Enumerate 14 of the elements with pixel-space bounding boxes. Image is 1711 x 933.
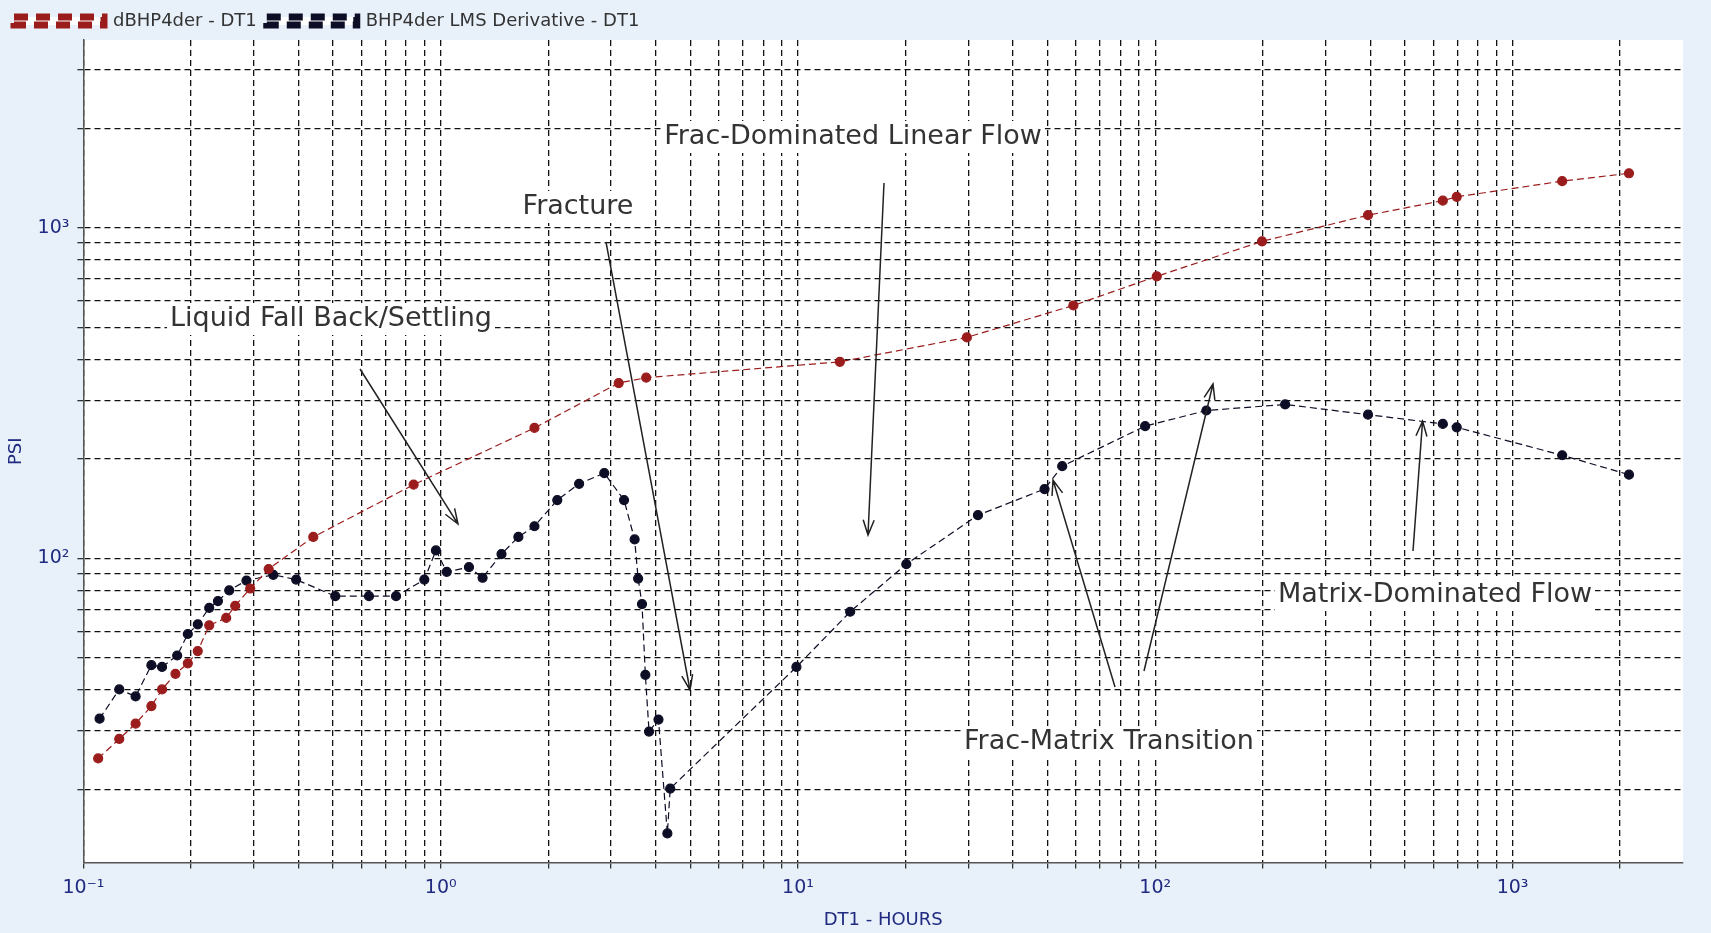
x-tick-label: 10¹ bbox=[782, 874, 814, 897]
legend-label: dBHP4der - DT1 bbox=[113, 8, 257, 30]
y-axis-title: PSI bbox=[4, 437, 26, 466]
x-tick-label: 10⁻¹ bbox=[62, 874, 105, 897]
annotation: Liquid Fall Back/Settling bbox=[169, 301, 493, 333]
x-tick-label: 10⁰ bbox=[424, 874, 457, 897]
annotation: Frac-Matrix Transition bbox=[964, 724, 1254, 756]
x-tick-label: 10³ bbox=[1496, 874, 1529, 897]
x-axis-title: DT1 - HOURS bbox=[823, 907, 943, 929]
annotation: Matrix-Dominated Flow bbox=[1277, 577, 1593, 609]
annotation: Fracture bbox=[522, 189, 634, 221]
annotation: Frac-Dominated Linear Flow bbox=[664, 119, 1042, 151]
legend-label: BHP4der LMS Derivative - DT1 bbox=[365, 8, 640, 30]
x-tick-label: 10² bbox=[1139, 874, 1172, 897]
